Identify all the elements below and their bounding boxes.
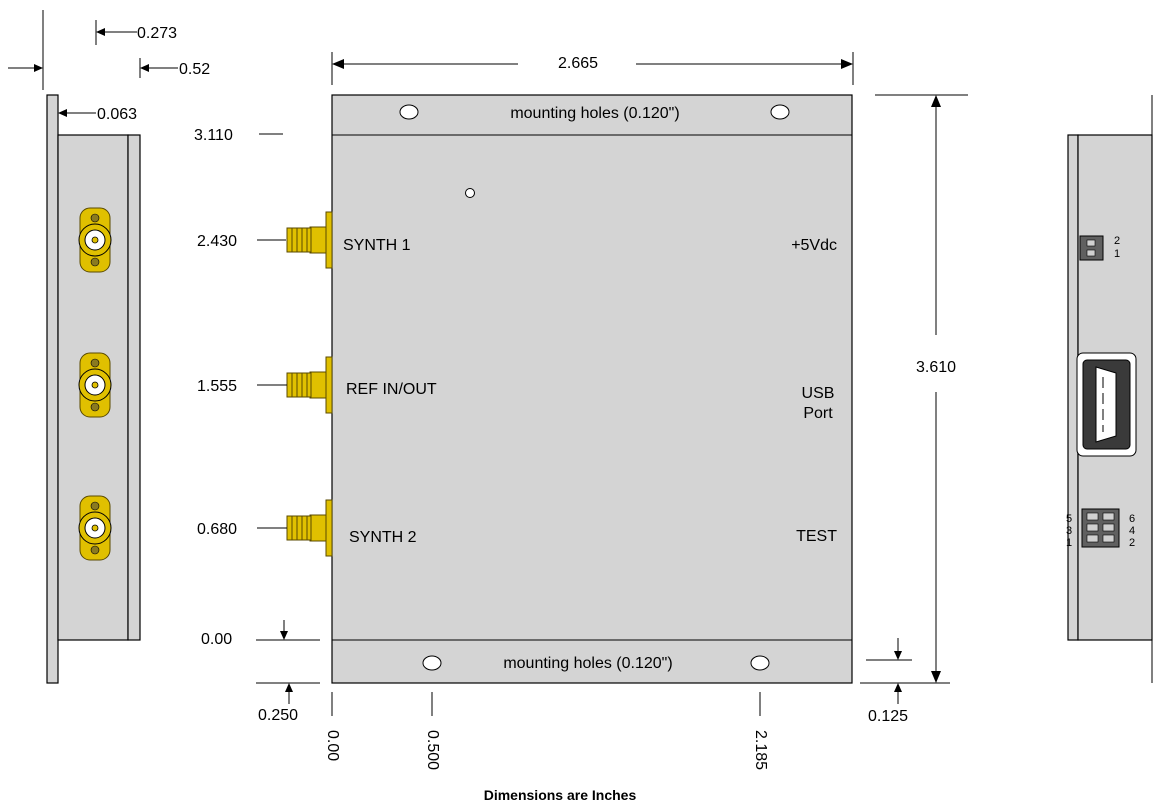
mounting-hole-top-left <box>399 104 419 120</box>
sma-connector-synth1 <box>286 211 333 269</box>
left-side-flange <box>46 94 59 684</box>
test-pin-3: 3 <box>1066 525 1072 537</box>
test-pin-4: 4 <box>1129 525 1135 537</box>
synth1-label: SYNTH 1 <box>343 237 411 254</box>
usb-port-icon <box>1076 352 1137 457</box>
test-header <box>1081 508 1120 548</box>
test-label: TEST <box>796 528 837 545</box>
left-side-view: 0.273 0.52 0.063 <box>8 10 210 684</box>
dim-0500: 0.500 <box>424 730 441 770</box>
dim-052: 0.52 <box>179 61 210 78</box>
test-pin-1: 1 <box>1066 537 1072 549</box>
main-body <box>331 94 853 684</box>
main-top-view: mounting holes (0.120") mounting holes (… <box>194 52 968 770</box>
ref-label: REF IN/OUT <box>346 381 437 398</box>
right-side-view: 2 1 5 3 1 6 4 2 <box>1066 95 1153 683</box>
dim-0250: 0.250 <box>258 707 298 724</box>
usb-label-line1: USB <box>802 385 835 402</box>
mounting-hole-top-right <box>770 104 790 120</box>
mounting-holes-bottom-label: mounting holes (0.120") <box>503 655 672 672</box>
power-pin-1: 1 <box>1114 248 1120 260</box>
mounting-hole-bottom-left <box>422 655 442 671</box>
dim-2185: 2.185 <box>752 730 769 770</box>
power-label: +5Vdc <box>791 237 837 254</box>
mounting-hole-bottom-right <box>750 655 770 671</box>
dimensions-note: Dimensions are Inches <box>484 787 637 803</box>
dim-0680: 0.680 <box>197 521 237 538</box>
small-hole <box>465 188 475 198</box>
test-pin-6: 6 <box>1129 513 1135 525</box>
dim-2430: 2.430 <box>197 233 237 250</box>
test-pin-5: 5 <box>1066 513 1072 525</box>
dim-x-000: 0.00 <box>324 730 341 761</box>
power-pin-2: 2 <box>1114 235 1120 247</box>
left-sma-connector-bottom <box>78 495 112 561</box>
synth2-label: SYNTH 2 <box>349 529 417 546</box>
power-header <box>1079 235 1104 261</box>
left-sma-connector-top <box>78 207 112 273</box>
test-pin-2: 2 <box>1129 537 1135 549</box>
dim-width: 2.665 <box>558 55 598 72</box>
left-side-rim <box>127 134 141 641</box>
dim-0063: 0.063 <box>97 106 137 123</box>
usb-label-line2: Port <box>803 405 833 422</box>
mounting-holes-top-label: mounting holes (0.120") <box>510 105 679 122</box>
dim-0125: 0.125 <box>868 708 908 725</box>
dim-0273: 0.273 <box>137 25 177 42</box>
sma-connector-synth2 <box>286 499 333 557</box>
sma-connector-ref <box>286 356 333 414</box>
dim-y-000: 0.00 <box>201 631 232 648</box>
dim-3110: 3.110 <box>194 127 233 144</box>
left-sma-connector-middle <box>78 352 112 418</box>
dim-height: 3.610 <box>916 359 956 376</box>
dim-1555: 1.555 <box>197 378 237 395</box>
